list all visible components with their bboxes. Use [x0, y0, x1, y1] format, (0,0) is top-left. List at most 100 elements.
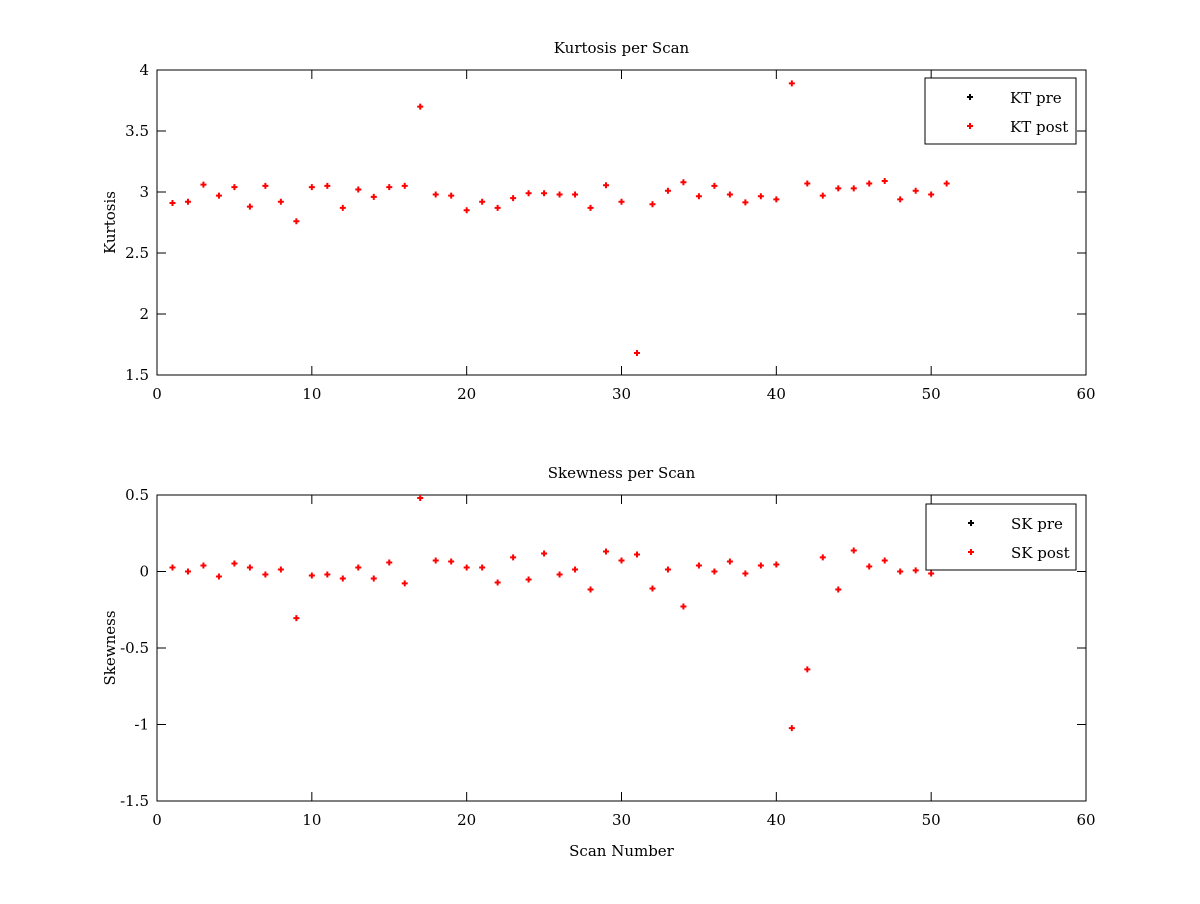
- data-point: [912, 567, 919, 574]
- x-tick-label: 50: [922, 385, 941, 403]
- data-point: [370, 193, 377, 200]
- chart-0: 0 10 20 30 40 50 60 1.5 2 2.5 3 3.5 4 Kurtosis per Sc…: [101, 39, 1096, 403]
- data-point: [386, 559, 393, 566]
- x-tick-label: 60: [1076, 385, 1095, 403]
- data-point: [231, 560, 238, 567]
- data-point: [928, 570, 935, 577]
- legend-marker: [967, 94, 973, 100]
- data-point: [835, 586, 842, 593]
- legend: SK pre SK post: [925, 503, 1077, 571]
- data-point: [897, 568, 904, 575]
- legend-label: KT post: [1010, 118, 1068, 136]
- data-point: [494, 579, 501, 586]
- data-point: [587, 586, 594, 593]
- data-point: [355, 186, 362, 193]
- data-point: [695, 193, 702, 200]
- data-point: [633, 551, 640, 558]
- data-point: [943, 180, 950, 187]
- data-point: [324, 182, 331, 189]
- x-axis-label: Scan Number: [569, 842, 675, 860]
- data-point: [417, 495, 424, 502]
- data-point: [215, 573, 222, 580]
- data-point: [215, 192, 222, 199]
- data-point: [695, 562, 702, 569]
- data-point: [633, 350, 640, 357]
- data-point: [788, 80, 795, 87]
- data-point: [339, 575, 346, 582]
- data-point: [169, 199, 176, 206]
- data-point: [541, 190, 548, 197]
- data-point: [742, 199, 749, 206]
- data-point: [184, 568, 191, 575]
- data-point: [819, 554, 826, 561]
- data-point: [525, 576, 532, 583]
- data-point: [757, 562, 764, 569]
- data-point: [417, 103, 424, 110]
- data-point: [850, 547, 857, 554]
- legend-marker: [968, 520, 974, 526]
- data-point: [448, 558, 455, 565]
- data-point: [680, 179, 687, 186]
- data-point: [231, 184, 238, 191]
- data-point: [432, 191, 439, 198]
- data-point: [664, 187, 671, 194]
- data-point: [200, 181, 207, 188]
- data-point: [293, 615, 300, 622]
- data-point: [649, 585, 656, 592]
- data-point: [277, 198, 284, 205]
- data-point: [401, 580, 408, 587]
- x-tick-label: 60: [1076, 811, 1095, 829]
- data-point: [819, 192, 826, 199]
- data-point: [479, 198, 486, 205]
- y-tick-label: 1.5: [125, 366, 149, 384]
- data-point: [184, 198, 191, 205]
- y-tick-label: 3.5: [125, 122, 149, 140]
- data-point: [664, 566, 671, 573]
- data-point: [618, 198, 625, 205]
- y-axis-label: Kurtosis: [101, 191, 119, 254]
- x-tick-label: 0: [152, 385, 162, 403]
- x-tick-label: 40: [767, 385, 786, 403]
- data-point: [262, 571, 269, 578]
- data-point: [897, 196, 904, 203]
- data-point: [804, 180, 811, 187]
- data-point: [556, 191, 563, 198]
- y-axis-label: Skewness: [101, 610, 119, 685]
- legend-label: SK post: [1011, 544, 1070, 562]
- data-point: [463, 207, 470, 214]
- data-point: [711, 182, 718, 189]
- data-point: [726, 191, 733, 198]
- data-point: [742, 570, 749, 577]
- legend-label: KT pre: [1010, 89, 1062, 107]
- data-point: [866, 563, 873, 570]
- legend-box: [925, 503, 1077, 571]
- data-point: [587, 204, 594, 211]
- data-point: [525, 190, 532, 197]
- data-point: [850, 185, 857, 192]
- y-tick-label: 3: [139, 183, 149, 201]
- legend-box: [924, 77, 1077, 145]
- data-point: [463, 564, 470, 571]
- data-point: [881, 557, 888, 564]
- y-tick-label: 2.5: [125, 244, 149, 262]
- data-point: [928, 191, 935, 198]
- data-point: [401, 182, 408, 189]
- data-point: [370, 575, 377, 582]
- data-point: [757, 193, 764, 200]
- x-tick-label: 20: [457, 811, 476, 829]
- data-point: [200, 562, 207, 569]
- data-point: [649, 201, 656, 208]
- data-point: [355, 564, 362, 571]
- data-point: [262, 182, 269, 189]
- data-point: [804, 666, 811, 673]
- data-point: [711, 568, 718, 575]
- data-point: [572, 566, 579, 573]
- data-point: [510, 554, 517, 561]
- x-tick-label: 30: [612, 385, 631, 403]
- data-point: [277, 566, 284, 573]
- chart-title: Kurtosis per Scan: [554, 39, 690, 57]
- data-point: [835, 185, 842, 192]
- x-tick-label: 10: [302, 811, 321, 829]
- data-point: [556, 571, 563, 578]
